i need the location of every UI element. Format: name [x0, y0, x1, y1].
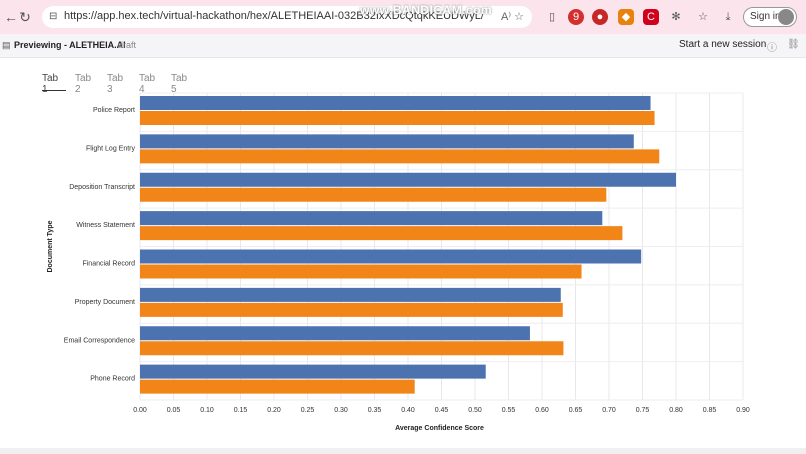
y-category-label: Police Report — [93, 107, 135, 114]
bar — [140, 134, 634, 149]
reload-icon[interactable]: ↻ — [19, 9, 31, 25]
info-icon[interactable]: ⓘ — [767, 43, 777, 54]
bar — [140, 226, 623, 241]
bar — [140, 187, 607, 202]
link-icon[interactable]: ⛓ — [787, 39, 800, 50]
avatar — [778, 9, 794, 25]
y-category-label: Property Document — [75, 299, 135, 306]
x-tick-label: 0.10 — [200, 407, 214, 414]
metamask-icon[interactable]: ◆ — [618, 9, 634, 25]
bar — [140, 379, 415, 394]
browser-toolbar: ← ↻ ⊟ https://app.hex.tech/virtual-hacka… — [0, 0, 806, 34]
tomato-extension-icon[interactable]: ● — [592, 9, 608, 25]
draft-badge: draft — [118, 40, 137, 50]
bar — [140, 326, 530, 341]
tab-3[interactable]: Tab 3 — [107, 73, 124, 95]
y-category-label: Witness Statement — [76, 222, 135, 229]
x-tick-label: 0.05 — [167, 407, 181, 414]
x-tick-label: 0.80 — [669, 407, 683, 414]
bar-chart: 0.00 0.05 0.10 0.15 0.20 0.25 0.30 0.35 0.40 0.45… — [47, 92, 750, 432]
app-header: ▤ Previewing - ALETHEIA.AI draft Start a… — [0, 34, 806, 58]
sign-in-button[interactable]: Sign in — [743, 7, 797, 27]
back-icon[interactable]: ← — [4, 9, 18, 25]
bar — [140, 96, 651, 110]
document-icon: ▤ — [2, 40, 11, 50]
page-title: Previewing - ALETHEIA.AI — [14, 40, 126, 50]
tab-1[interactable]: Tab 1 — [42, 73, 59, 95]
x-tick-label: 0.15 — [234, 407, 248, 414]
bar — [140, 302, 563, 317]
bar — [140, 211, 603, 226]
x-axis-title: Average Confidence Score — [395, 425, 484, 432]
extension-badge-icon[interactable]: 9 — [568, 9, 584, 25]
extensions-puzzle-icon[interactable]: ✻ — [671, 11, 681, 23]
url-text: https://app.hex.tech/virtual-hackathon/h… — [64, 10, 484, 22]
x-tick-label: 0.55 — [502, 407, 516, 414]
x-tick-label: 0.40 — [401, 407, 415, 414]
x-tick-label: 0.45 — [435, 407, 449, 414]
start-session-button[interactable]: Start a new session — [679, 39, 767, 50]
chart-labels: 0.00 0.05 0.10 0.15 0.20 0.25 0.30 0.35 0.40 0.45… — [47, 107, 750, 432]
red-extension-icon[interactable]: C — [643, 9, 659, 25]
reading-list-icon[interactable]: ▯ — [548, 11, 556, 23]
y-category-label: Phone Record — [90, 376, 135, 383]
x-tick-label: 0.85 — [703, 407, 717, 414]
tab-4[interactable]: Tab 4 — [139, 73, 156, 95]
downloads-icon[interactable]: ⤓ — [725, 11, 731, 23]
bar — [140, 364, 486, 379]
x-tick-label: 0.90 — [736, 407, 750, 414]
site-info-icon[interactable]: ⊟ — [49, 11, 58, 22]
y-category-label: Deposition Transcript — [69, 184, 135, 191]
x-tick-label: 0.70 — [602, 407, 616, 414]
x-tick-label: 0.65 — [569, 407, 583, 414]
x-tick-label: 0.60 — [535, 407, 549, 414]
tab-5[interactable]: Tab 5 — [171, 73, 188, 95]
x-tick-label: 0.30 — [334, 407, 348, 414]
bar — [140, 249, 642, 264]
x-tick-label: 0.20 — [267, 407, 281, 414]
sign-in-label: Sign in — [750, 11, 781, 22]
bar — [140, 287, 561, 302]
x-tick-label: 0.25 — [301, 407, 315, 414]
recorder-watermark: www.BANDICAM.com — [360, 3, 493, 17]
bar — [140, 111, 655, 125]
y-category-label: Flight Log Entry — [86, 145, 136, 152]
y-axis-title: Document Type — [47, 220, 54, 272]
bar — [140, 149, 660, 164]
bar — [140, 341, 564, 356]
chart-bars — [140, 96, 676, 394]
y-category-label: Email Correspondence — [64, 337, 135, 344]
bar — [140, 172, 676, 187]
bookmark-star-icon[interactable]: A⁾ ☆ — [501, 11, 524, 23]
favorites-icon[interactable]: ☆ — [698, 11, 708, 23]
footer-strip — [0, 448, 806, 454]
x-tick-label: 0.35 — [368, 407, 382, 414]
x-tick-label: 0.75 — [636, 407, 650, 414]
bar — [140, 264, 582, 279]
extension-badge-count: 9 — [572, 11, 580, 23]
y-category-label: Financial Record — [82, 261, 135, 268]
active-tab-indicator — [42, 90, 66, 91]
address-bar[interactable]: ⊟ https://app.hex.tech/virtual-hackathon… — [42, 6, 532, 28]
x-tick-label: 0.00 — [133, 407, 147, 414]
x-tick-label: 0.50 — [468, 407, 482, 414]
tab-2[interactable]: Tab 2 — [75, 73, 92, 95]
